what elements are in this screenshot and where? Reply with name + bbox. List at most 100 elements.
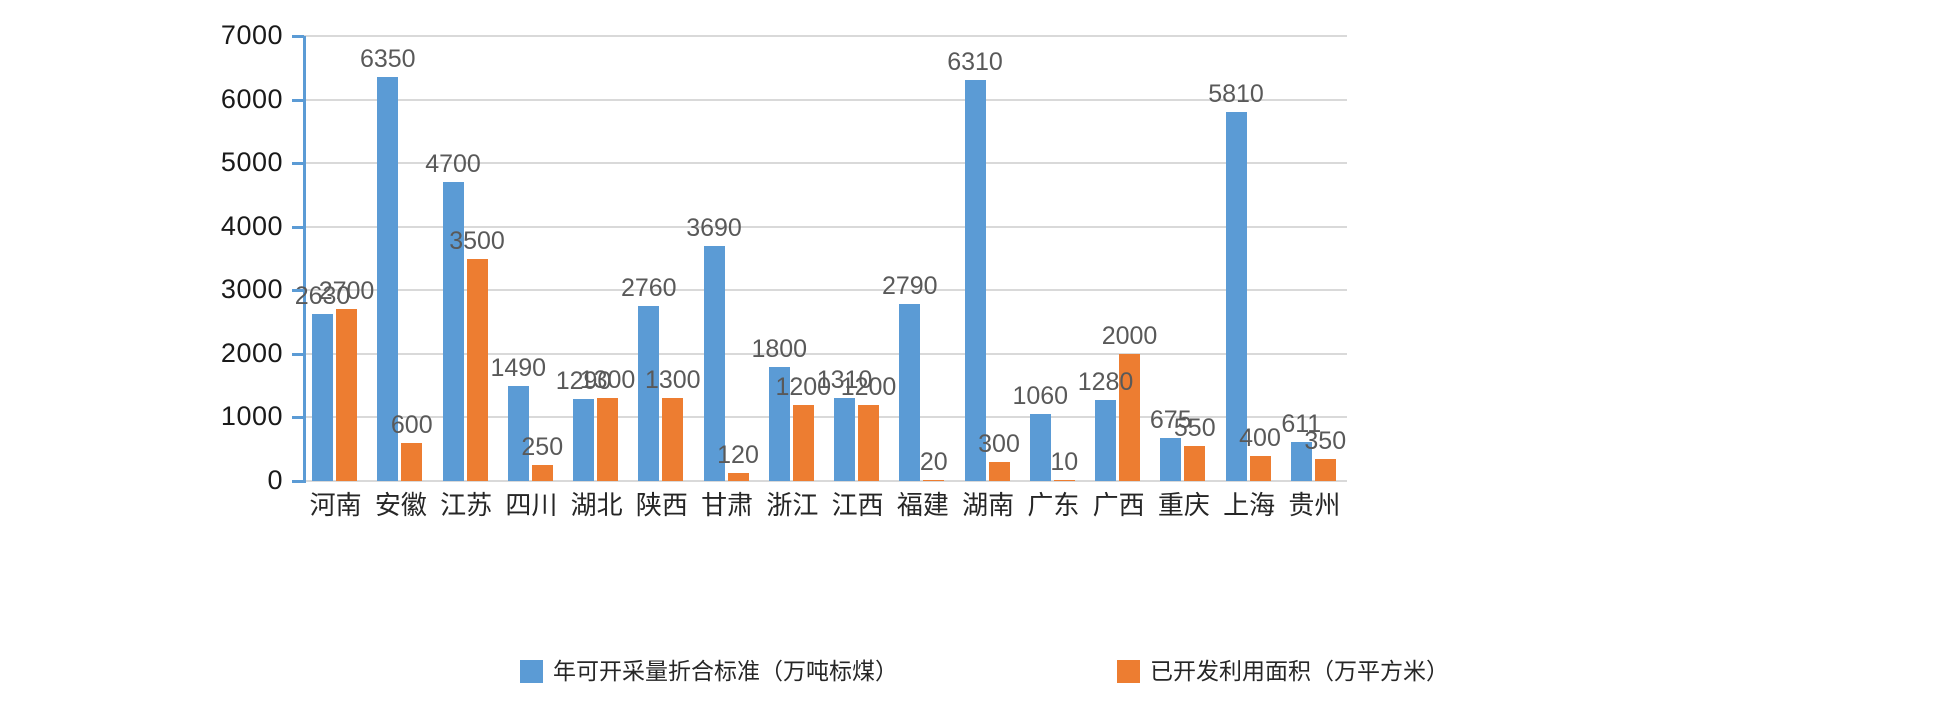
x-axis-category-label: 甘肃 [701,490,754,520]
bar-group [760,36,825,481]
y-axis-tick-label: 2000 [220,337,283,368]
bar-data-label: 611 [1281,410,1322,439]
bar-data-label: 1490 [490,354,547,383]
bar-group [825,36,890,481]
bar-data-label: 20 [919,447,948,476]
y-axis-tick-label: 6000 [220,83,283,114]
bar-data-label: 600 [390,410,433,439]
bar-series-b[interactable] [401,442,423,481]
bar-data-label: 2630 [294,281,351,310]
bar-series-b[interactable] [466,258,488,481]
bar-data-label: 250 [521,433,564,462]
bar-group [1282,36,1347,481]
bar-group [1217,36,1282,481]
bar-series-b[interactable] [597,398,618,481]
y-axis-tick-label: 3000 [220,274,283,305]
x-axis-category-label: 广西 [1092,490,1145,520]
y-axis-tick-mark [292,416,304,420]
bar-data-label: 400 [1239,423,1281,452]
bar-series-a[interactable] [899,303,921,481]
bar-group [1086,36,1151,481]
bar-series-a[interactable] [1290,442,1312,481]
y-axis-tick-mark [292,480,304,483]
legend-label: 年可开采量折合标准（万吨标煤） [553,658,898,684]
bar-group [564,36,629,481]
legend-item[interactable]: 已开发利用面积（万平方米） [1117,660,1449,683]
y-axis-tick-mark [292,162,304,166]
x-axis-category-label: 安徽 [374,490,427,520]
bar-data-label: 1800 [751,334,808,363]
bar-series-a[interactable] [1225,111,1247,481]
legend-label: 已开发利用面积（万平方米） [1150,658,1449,684]
bar-series-b[interactable] [1249,455,1271,481]
bar-series-a[interactable] [768,366,790,481]
x-axis-category-label: 湖南 [962,490,1015,520]
bar-data-label: 2700 [318,277,375,306]
bar-data-label: 6350 [359,45,416,74]
y-axis-tick-label: 4000 [220,210,283,241]
x-axis-category-label: 上海 [1223,490,1276,520]
bar-series-b[interactable] [1314,458,1336,481]
bar-series-b[interactable] [662,398,684,481]
y-axis-tick-mark [292,225,304,229]
bar-series-a[interactable] [834,397,855,481]
x-axis-category-labels: 河南 安徽 江苏 四川 湖北 陕西 甘肃 浙江 江西 福建 湖南 广东 广西 重庆 上海 贵州 [303,492,1347,532]
legend-swatch-icon [520,660,543,683]
x-axis-category-label: 江苏 [440,490,493,520]
bar-data-label: 5810 [1208,79,1264,108]
bar-series-a[interactable] [703,246,725,481]
bar-series-b[interactable] [336,309,357,481]
bar-data-label: 10 [1050,448,1079,477]
x-axis-category-label: 重庆 [1157,490,1210,520]
y-axis-tick-label: 0 [267,465,283,495]
bar-series-b[interactable] [1184,446,1206,481]
x-axis-category-label: 浙江 [766,490,819,520]
bar-data-label: 675 [1149,406,1192,435]
chart-legend: 年可开采量折合标准（万吨标煤） 已开发利用面积（万平方米） [0,660,1949,700]
bar-data-label: 1300 [579,366,636,395]
x-axis-category-label: 湖北 [570,490,623,520]
bar-series-b[interactable] [531,465,553,481]
bar-series-b[interactable] [1119,353,1140,481]
bar-data-label: 2790 [881,271,938,300]
y-axis-tick-mark [292,289,304,293]
bar-data-label: 1300 [644,366,701,395]
bar-series-b[interactable] [858,404,879,481]
x-axis-category-label: 广东 [1027,490,1080,520]
bar-data-label: 1060 [1012,381,1069,410]
bars-layer: 2630 2700 6350 600 4700 3500 1490 250 1290 1300 27… [295,36,1347,481]
legend-item[interactable]: 年可开采量折合标准（万吨标煤） [520,660,898,683]
bar-group [1021,36,1086,481]
bar-data-label: 2000 [1101,321,1158,350]
bar-series-a[interactable] [377,77,399,481]
bar-series-b[interactable] [923,479,945,481]
bar-series-a[interactable] [1160,438,1182,481]
y-axis-line [303,36,306,483]
bar-group [890,36,955,481]
legend-swatch-icon [1117,660,1140,683]
bar-group [695,36,760,481]
bar-series-a[interactable] [964,79,986,481]
bar-series-a[interactable] [1029,413,1051,481]
bar-group [368,36,433,481]
bar-series-b[interactable] [792,404,814,481]
bar-series-b[interactable] [988,461,1010,481]
bar-data-label: 550 [1173,414,1216,443]
y-axis-tick-mark [292,35,304,38]
bar-group [303,36,368,481]
bar-series-a[interactable] [1095,399,1116,481]
bar-series-a[interactable] [638,305,660,481]
y-axis-tick-label: 7000 [220,20,283,50]
bar-data-label: 120 [717,441,759,470]
bar-series-a[interactable] [573,399,594,481]
bar-group [956,36,1021,481]
y-axis-tick-mark [292,98,304,102]
y-axis-tick-label: 5000 [220,147,283,178]
bar-series-a[interactable] [312,313,333,481]
y-axis-tick-mark [292,352,304,356]
bar-series-b[interactable] [1053,480,1075,481]
bar-series-a[interactable] [442,182,464,481]
bar-series-b[interactable] [727,473,749,481]
y-axis-tick-label: 1000 [220,401,283,432]
bar-series-a[interactable] [507,386,529,481]
